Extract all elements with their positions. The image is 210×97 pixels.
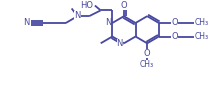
Text: N: N xyxy=(105,18,111,27)
Text: CH₃: CH₃ xyxy=(140,60,154,69)
Text: O: O xyxy=(171,32,178,41)
Text: CH₃: CH₃ xyxy=(195,18,209,27)
Text: N: N xyxy=(23,18,29,27)
Text: O: O xyxy=(144,49,151,58)
Text: CH₃: CH₃ xyxy=(195,32,209,41)
Text: HO: HO xyxy=(80,1,93,10)
Text: N: N xyxy=(74,11,81,20)
Text: O: O xyxy=(171,18,178,27)
Text: N: N xyxy=(117,39,123,48)
Text: O: O xyxy=(121,1,127,10)
